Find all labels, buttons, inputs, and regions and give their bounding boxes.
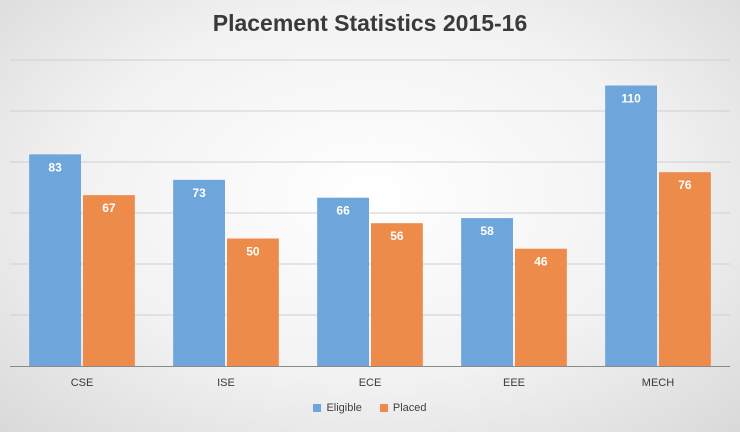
data-label-eligible-ise: 73 [192,186,206,200]
x-tick-label-eee: EEE [503,377,525,389]
legend-label-eligible: Eligible [326,402,362,414]
bar-placed-eee [515,248,567,366]
x-tick-label-ise: ISE [217,377,235,389]
x-tick-label-mech: MECH [642,377,674,389]
legend-swatch-placed [379,404,388,412]
chart-title: Placement Statistics 2015-16 [212,10,528,36]
data-label-placed-mech: 76 [678,178,692,192]
bar-eligible-mech [605,85,657,366]
legend-label-placed: Placed [392,402,427,414]
legend-item-placed: Placed [379,402,427,414]
bar-placed-mech [659,172,711,366]
bar-eligible-ise [173,179,225,366]
data-label-placed-cse: 67 [102,201,116,215]
data-label-placed-eee: 46 [534,255,548,269]
bar-eligible-eee [461,218,513,366]
x-tick-label-cse: CSE [71,377,94,389]
bar-placed-ise [227,238,279,366]
data-label-eligible-mech: 110 [621,92,641,106]
legend-swatch-eligible [313,404,322,412]
bar-eligible-ece [317,197,369,366]
legend: Eligible Placed [0,402,740,414]
data-label-placed-ece: 56 [390,229,404,243]
bar-placed-cse [83,195,135,366]
legend-item-eligible: Eligible [313,402,362,414]
x-tick-label-ece: ECE [359,377,382,389]
bar-placed-ece [371,223,423,366]
data-label-eligible-eee: 58 [480,224,494,238]
data-label-eligible-ece: 66 [336,204,350,218]
data-label-placed-ise: 50 [246,245,260,259]
bar-eligible-cse [29,154,81,366]
data-label-eligible-cse: 83 [48,160,62,174]
